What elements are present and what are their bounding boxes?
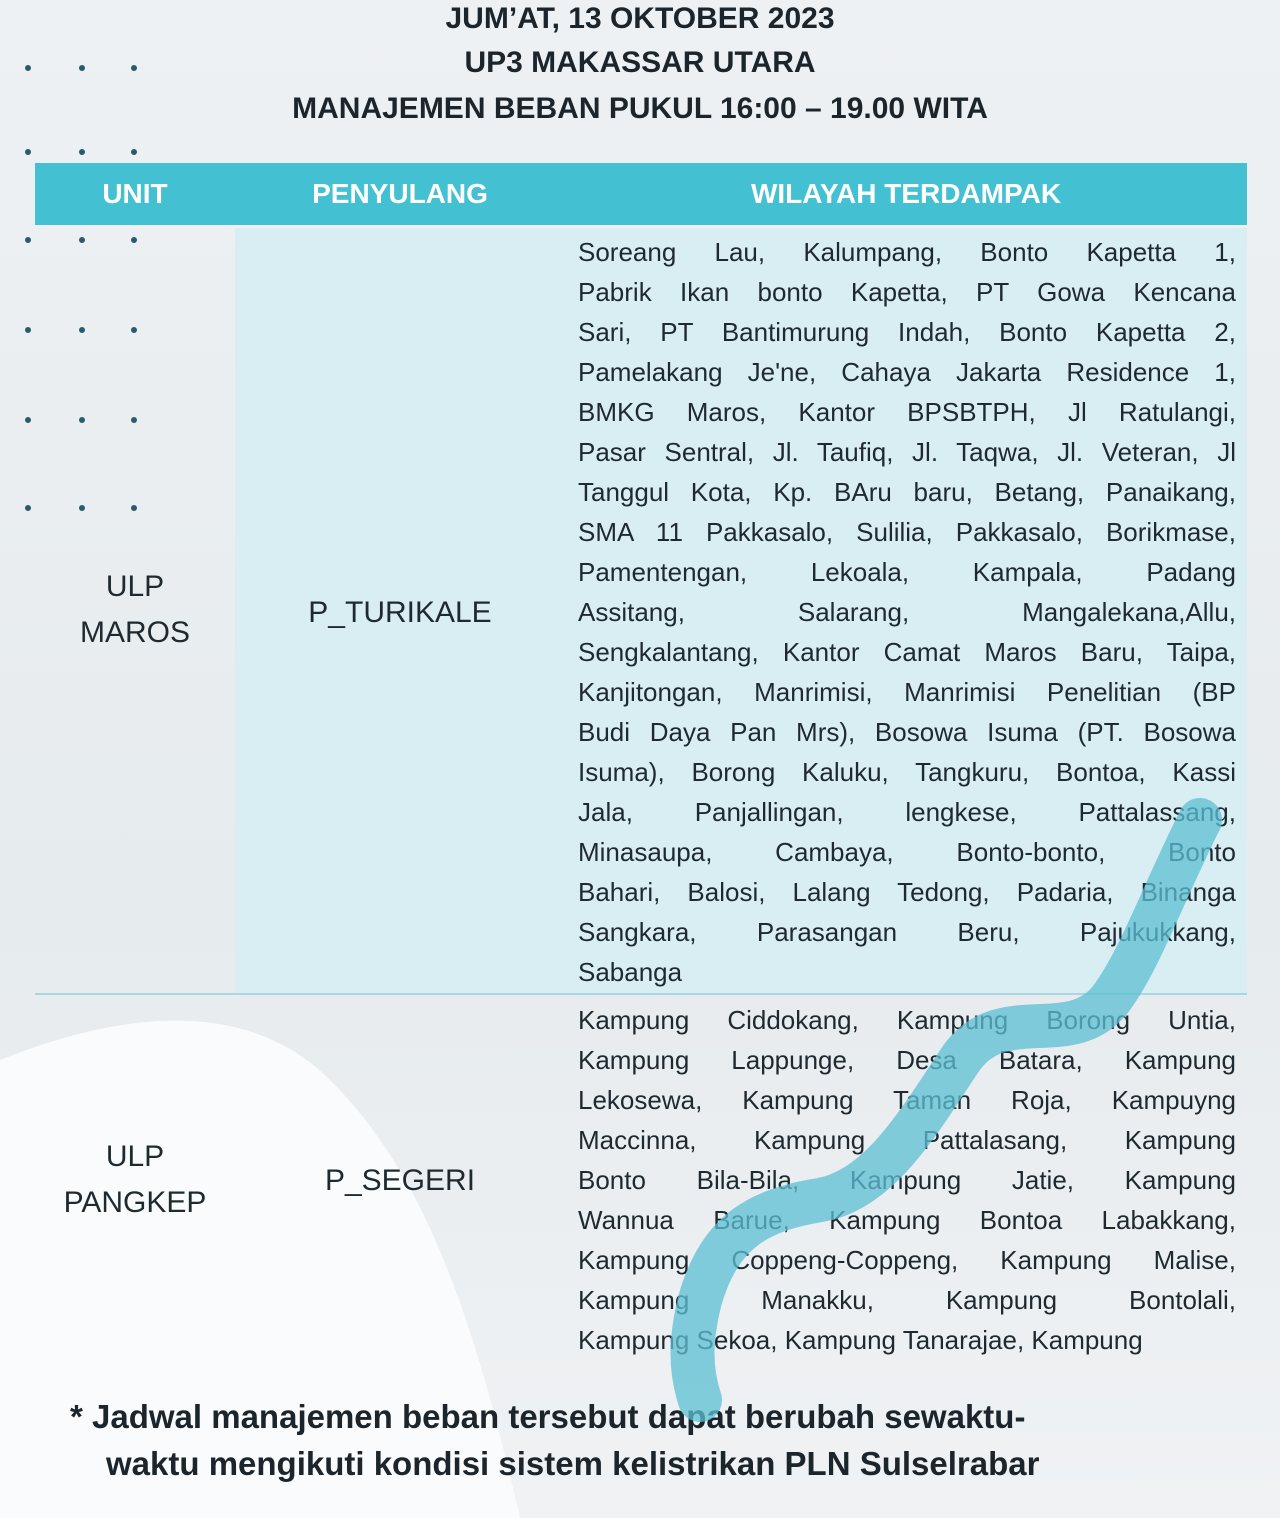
unit-name: MAROS <box>79 616 190 649</box>
area-text-line: Kampung Coppeng-Coppeng, Kampung Malise, <box>578 1245 1236 1275</box>
column-header-unit: UNIT <box>102 178 168 209</box>
area-text-line: Sangkara, Parasangan Beru, Pajukukkang, <box>578 917 1236 947</box>
area-text-line: Budi Daya Pan Mrs), Bosowa Isuma (PT. Bo… <box>578 717 1236 747</box>
date-heading: JUM’AT, 13 OKTOBER 2023 <box>445 2 835 35</box>
area-text-line: Jala, Panjallingan, lengkese, Pattalassa… <box>578 797 1236 827</box>
area-text-line: Pamelakang Je'ne, Cahaya Jakarta Residen… <box>578 357 1236 387</box>
area-text-line: Kampung Lappunge, Desa Batara, Kampung <box>578 1045 1236 1075</box>
area-text-line: Maccinna, Kampung Pattalasang, Kampung <box>578 1125 1236 1155</box>
area-text-line: BMKG Maros, Kantor BPSBTPH, Jl Ratulangi… <box>578 397 1236 427</box>
area-text-line: Lekosewa, Kampung Taman Roja, Kampuyng <box>578 1085 1236 1115</box>
area-text-line: Pabrik Ikan bonto Kapetta, PT Gowa Kenca… <box>578 277 1236 307</box>
affected-areas-cell: Kampung Ciddokang, Kampung Borong Untia,… <box>578 1000 1236 1360</box>
footer-note-line: * Jadwal manajemen beban tersebut dapat … <box>70 1398 1026 1435</box>
area-text-line: Assitang, Salarang, Mangalekana,Allu, <box>578 597 1236 627</box>
unit-cell: ULP PANGKEP <box>35 1130 235 1230</box>
area-text-line: Sari, PT Bantimurung Indah, Bonto Kapett… <box>578 317 1236 347</box>
area-text-line: Pamentengan, Lekoala, Kampala, Padang <box>578 557 1236 587</box>
area-text-line: Kanjitongan, Manrimisi, Manrimisi Peneli… <box>578 677 1236 707</box>
feeder-cell: P_SEGERI <box>324 1164 476 1197</box>
area-text-line: Sengkalantang, Kantor Camat Maros Baru, … <box>578 637 1236 667</box>
unit-name: PANGKEP <box>63 1186 207 1219</box>
area-text-line: Wannua Barue, Kampung Bontoa Labakkang, <box>578 1205 1236 1235</box>
area-text-line: Tanggul Kota, Kp. BAru baru, Betang, Pan… <box>578 477 1236 507</box>
row-divider <box>35 993 1247 995</box>
area-text-line: Pasar Sentral, Jl. Taufiq, Jl. Taqwa, Jl… <box>578 437 1236 467</box>
area-text-line: Kampung Manakku, Kampung Bontolali, <box>578 1285 1236 1315</box>
table-header: UNIT PENYULANG WILAYAH TERDAMPAK <box>35 163 1247 225</box>
white-wave-shape <box>0 1020 520 1518</box>
area-text-line: Kampung Sekoa, Kampung Tanarajae, Kampun… <box>578 1325 1143 1355</box>
unit-label: ULP <box>105 570 165 603</box>
affected-areas-cell: Soreang Lau, Kalumpang, Bonto Kapetta 1,… <box>578 232 1236 992</box>
area-text-line: Sabanga <box>578 957 683 987</box>
area-text-line: Minasaupa, Cambaya, Bonto-bonto, Bonto <box>578 837 1236 867</box>
area-text-line: Bahari, Balosi, Lalang Tedong, Padaria, … <box>578 877 1236 907</box>
area-text-line: Bonto Bila-Bila, Kampung Jatie, Kampung <box>578 1165 1236 1195</box>
area-text-line: Isuma), Borong Kaluku, Tangkuru, Bontoa,… <box>578 757 1236 787</box>
area-text-line: SMA 11 Pakkasalo, Sulilia, Pakkasalo, Bo… <box>578 517 1236 547</box>
area-text-line: Soreang Lau, Kalumpang, Bonto Kapetta 1, <box>578 237 1236 267</box>
feeder-cell: P_TURIKALE <box>308 596 492 629</box>
footer-note-line: waktu mengikuti kondisi sistem kelistrik… <box>106 1445 1040 1482</box>
dot-pattern <box>25 65 137 511</box>
unit-label: ULP <box>105 1140 165 1173</box>
unit-cell: ULP MAROS <box>35 560 235 660</box>
column-header-feeder: PENYULANG <box>312 178 488 209</box>
subtitle-heading: MANAJEMEN BEBAN PUKUL 16:00 – 19.00 WITA <box>292 92 988 125</box>
unit-heading: UP3 MAKASSAR UTARA <box>464 46 816 79</box>
column-header-areas: WILAYAH TERDAMPAK <box>750 178 1062 209</box>
area-text-line: Kampung Ciddokang, Kampung Borong Untia, <box>578 1005 1236 1035</box>
footer-note: * Jadwal manajemen beban tersebut dapat … <box>70 1393 1220 1487</box>
